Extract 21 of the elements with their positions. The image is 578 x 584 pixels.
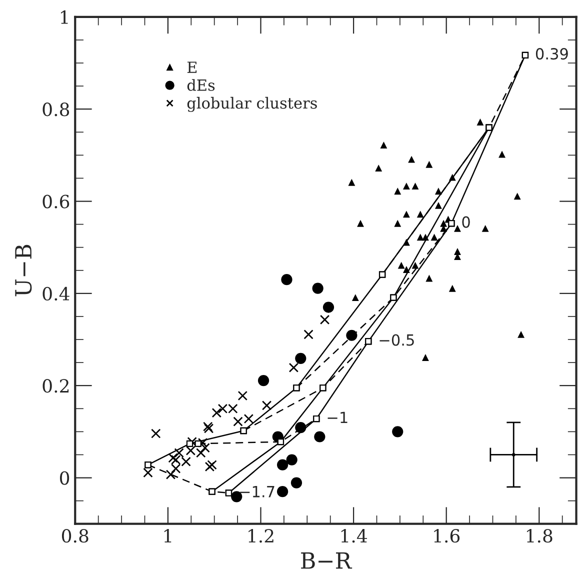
y-tick-label: 1 [60, 10, 68, 24]
x-tick-label: 1.2 [248, 529, 274, 543]
x-tick-label: 1.8 [526, 529, 552, 543]
annotation: −1 [328, 412, 348, 423]
y-tick-label: 0.6 [42, 194, 70, 208]
y-tick-label: 0.2 [42, 379, 69, 393]
annotation: 0.39 [536, 48, 568, 60]
legend-label: E [187, 62, 197, 73]
y-tick-label: 0.8 [42, 102, 70, 116]
legend-label: dEs [187, 79, 215, 91]
x-tick-label: 1.6 [434, 529, 460, 543]
annotation: −0.5 [380, 334, 414, 346]
y-tick-label: 0 [60, 471, 70, 485]
x-axis-title: B−R [301, 552, 352, 569]
x-tick-label: 1 [164, 529, 172, 542]
legend-label: globular clusters [187, 96, 317, 112]
y-tick-label: 0.4 [42, 286, 70, 301]
annotation: −1.7 [240, 486, 274, 498]
y-axis-title: U−B [15, 244, 32, 296]
x-tick-label: 1.4 [341, 529, 367, 543]
annotation: 0 [462, 216, 470, 228]
